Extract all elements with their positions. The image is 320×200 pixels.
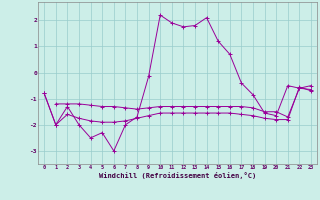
X-axis label: Windchill (Refroidissement éolien,°C): Windchill (Refroidissement éolien,°C): [99, 172, 256, 179]
